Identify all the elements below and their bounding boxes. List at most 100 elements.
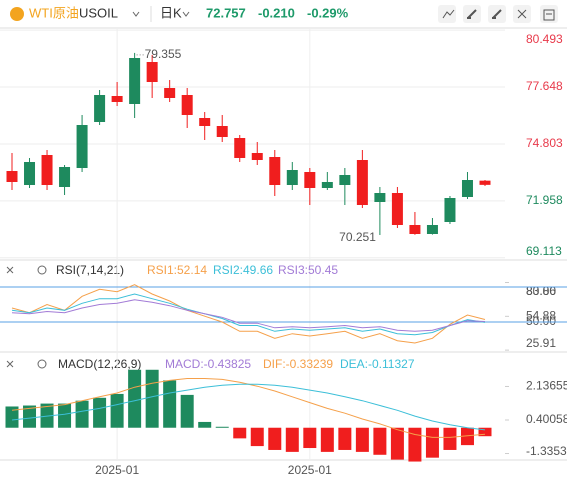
y-tick-label: 2.13655 xyxy=(526,379,567,393)
candle-body xyxy=(479,180,491,185)
histogram-bar xyxy=(163,380,177,428)
dropdown-arrow[interactable] xyxy=(132,11,140,17)
period[interactable]: 日K xyxy=(160,5,182,20)
indicator-line xyxy=(11,383,486,431)
instrument-symbol[interactable]: USOIL xyxy=(79,5,118,20)
histogram-bar xyxy=(198,421,212,428)
y-tick-label: -1.33539 xyxy=(526,444,567,458)
candle-body xyxy=(461,180,473,197)
histogram-bar xyxy=(373,427,387,455)
candle-body xyxy=(409,225,421,234)
x-tick-label: 2025-01 xyxy=(288,463,332,477)
price-change: -0.210 xyxy=(258,5,295,20)
indicator-line xyxy=(11,299,486,332)
tool-icon xyxy=(543,9,555,21)
histogram-bar xyxy=(23,405,37,428)
close-icon[interactable] xyxy=(6,266,14,274)
candle-body xyxy=(199,118,211,126)
low-annotation: 70.251 xyxy=(339,230,376,244)
histogram-bar xyxy=(93,397,107,428)
histogram-bar xyxy=(5,406,19,428)
tool-icon xyxy=(517,9,527,19)
toolbar xyxy=(438,5,558,23)
legend-entry: DIF:-0.33239 xyxy=(263,357,333,371)
histogram-bar xyxy=(285,427,299,452)
legend-entry: MACD:-0.43825 xyxy=(165,357,251,371)
y-tick-label: 77.648 xyxy=(526,79,563,93)
histogram-bar xyxy=(215,426,229,428)
legend-entry: RSI1:52.14 xyxy=(147,263,207,277)
histogram-bar xyxy=(425,427,439,458)
tool-icon xyxy=(467,9,477,19)
indicator-line xyxy=(11,284,486,344)
candle-body xyxy=(286,170,298,185)
histogram-bar xyxy=(338,427,352,450)
histogram-bar xyxy=(180,394,194,428)
y-tick-label: 0.40058 xyxy=(526,412,567,426)
indicator-title: MACD(12,26,9) xyxy=(58,357,141,371)
candle-body xyxy=(164,88,176,98)
histogram-bar xyxy=(145,369,159,428)
candle-body xyxy=(41,155,53,185)
histogram-bar xyxy=(110,393,124,428)
histogram-bar xyxy=(320,427,334,452)
candle-body xyxy=(146,62,158,82)
tool-icon xyxy=(492,9,502,19)
candle-body xyxy=(6,171,18,182)
y-tick-label: 69.113 xyxy=(526,244,562,258)
candle-body xyxy=(59,167,71,187)
close-icon[interactable] xyxy=(6,360,14,368)
candle-body xyxy=(216,126,228,137)
candle-body xyxy=(76,125,88,168)
y-tick-label: 80.493 xyxy=(526,32,563,46)
legend-entry: RSI2:49.66 xyxy=(213,263,273,277)
x-tick-label: 2025-01 xyxy=(95,463,139,477)
dropdown-arrow[interactable] xyxy=(182,11,190,17)
candle-body xyxy=(444,198,456,222)
histogram-bar xyxy=(355,427,369,452)
candle-body xyxy=(94,95,106,122)
histogram-bar xyxy=(303,427,317,449)
candle-body xyxy=(304,172,316,188)
histogram-bar xyxy=(58,403,72,428)
candle-body xyxy=(181,95,193,115)
candle-body xyxy=(426,225,438,234)
histogram-bar xyxy=(128,369,142,428)
y-tick-label: 80.00 xyxy=(526,284,556,298)
candle-body xyxy=(356,160,368,205)
indicator-title: RSI(7,14,21) xyxy=(56,263,124,277)
tool-button[interactable] xyxy=(438,5,456,23)
histogram-bar xyxy=(478,427,492,437)
settings-icon[interactable] xyxy=(37,265,47,275)
candle-body xyxy=(269,157,281,185)
candle-body xyxy=(339,175,351,185)
high-annotation: 79.355 xyxy=(145,47,182,61)
candle-body xyxy=(374,193,386,202)
histogram-bar xyxy=(268,427,282,450)
candle-body xyxy=(234,138,246,158)
histogram-bar xyxy=(75,400,89,428)
candle-body xyxy=(129,58,141,104)
settings-icon[interactable] xyxy=(37,359,47,369)
y-tick-label: 74.803 xyxy=(526,136,563,150)
price-change-pct: -0.29% xyxy=(307,5,349,20)
candle-body xyxy=(251,153,263,160)
legend-entry: RSI3:50.45 xyxy=(278,263,338,277)
histogram-bar xyxy=(443,427,457,450)
logo xyxy=(10,7,24,21)
candle-body xyxy=(111,96,123,102)
histogram-bar xyxy=(250,427,264,447)
candle-body xyxy=(321,182,333,188)
y-tick-label: 83.86 xyxy=(526,284,556,298)
histogram-bar xyxy=(233,427,247,439)
candle-body xyxy=(391,193,403,225)
candle-body xyxy=(24,162,36,185)
histogram-bar xyxy=(408,427,422,462)
instrument-name: WTI原油 xyxy=(29,5,79,20)
indicator-line xyxy=(11,293,486,336)
histogram-bar xyxy=(460,427,474,446)
legend-entry: DEA:-0.11327 xyxy=(340,357,415,371)
y-tick-label: 71.958 xyxy=(526,193,563,207)
